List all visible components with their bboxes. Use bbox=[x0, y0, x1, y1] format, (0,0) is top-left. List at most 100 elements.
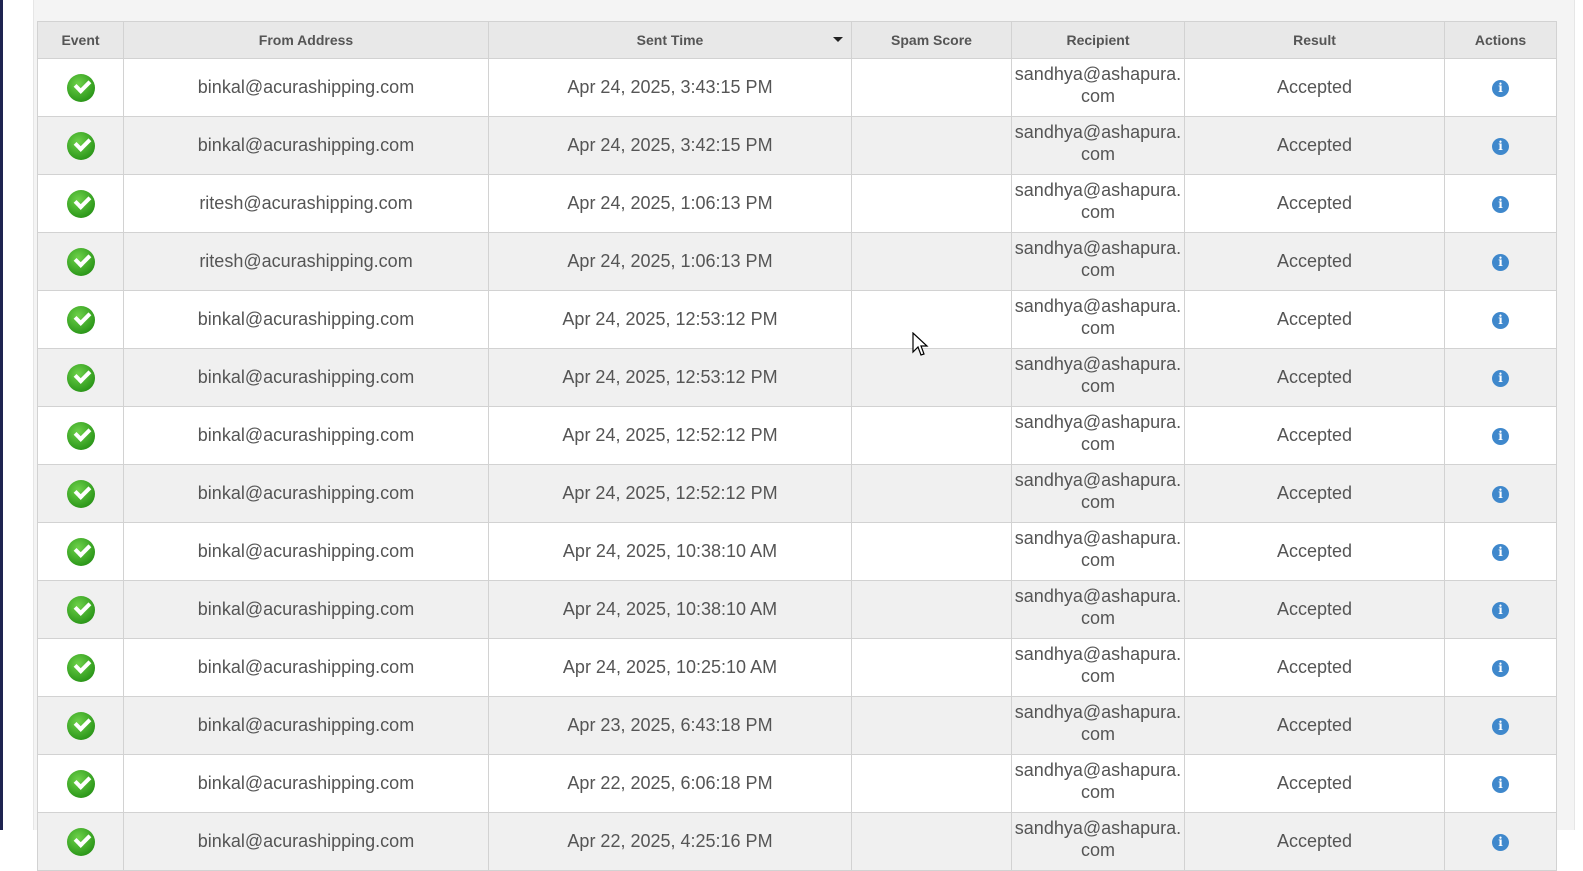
actions-cell: i bbox=[1444, 348, 1557, 407]
from-address-cell: binkal@acurashipping.com bbox=[123, 58, 489, 117]
spam-score-cell bbox=[851, 232, 1012, 291]
from-address-cell: binkal@acurashipping.com bbox=[123, 522, 489, 581]
info-icon[interactable]: i bbox=[1492, 427, 1509, 445]
spam-score-cell bbox=[851, 580, 1012, 639]
info-icon[interactable]: i bbox=[1492, 137, 1509, 155]
info-icon[interactable]: i bbox=[1492, 311, 1509, 329]
actions-cell: i bbox=[1444, 464, 1557, 523]
sent-time-cell: Apr 24, 2025, 12:52:12 PM bbox=[488, 406, 852, 465]
actions-cell: i bbox=[1444, 812, 1557, 871]
result-cell: Accepted bbox=[1184, 232, 1445, 291]
column-header-recipient[interactable]: Recipient bbox=[1011, 21, 1185, 59]
from-address-cell: binkal@acurashipping.com bbox=[123, 290, 489, 349]
event-cell bbox=[37, 406, 124, 465]
table-row[interactable]: binkal@acurashipping.com Apr 22, 2025, 6… bbox=[37, 754, 1557, 813]
table-row[interactable]: binkal@acurashipping.com Apr 24, 2025, 1… bbox=[37, 348, 1557, 407]
recipient-cell: sandhya@ashapura.com bbox=[1011, 522, 1185, 581]
result-cell: Accepted bbox=[1184, 348, 1445, 407]
table-row[interactable]: binkal@acurashipping.com Apr 22, 2025, 4… bbox=[37, 812, 1557, 871]
column-header-spam-score[interactable]: Spam Score bbox=[851, 21, 1012, 59]
column-header-actions: Actions bbox=[1444, 21, 1557, 59]
spam-score-cell bbox=[851, 754, 1012, 813]
actions-cell: i bbox=[1444, 174, 1557, 233]
event-cell bbox=[37, 754, 124, 813]
check-icon bbox=[66, 305, 95, 334]
table-row[interactable]: binkal@acurashipping.com Apr 24, 2025, 1… bbox=[37, 638, 1557, 697]
spam-score-cell bbox=[851, 638, 1012, 697]
from-address-cell: binkal@acurashipping.com bbox=[123, 638, 489, 697]
from-address-cell: binkal@acurashipping.com bbox=[123, 812, 489, 871]
actions-cell: i bbox=[1444, 638, 1557, 697]
recipient-cell: sandhya@ashapura.com bbox=[1011, 580, 1185, 639]
spam-score-cell bbox=[851, 812, 1012, 871]
mouse-cursor-icon bbox=[912, 332, 929, 356]
recipient-cell: sandhya@ashapura.com bbox=[1011, 754, 1185, 813]
sent-time-cell: Apr 24, 2025, 10:25:10 AM bbox=[488, 638, 852, 697]
column-header-sent-time[interactable]: Sent Time bbox=[488, 21, 852, 59]
sent-time-cell: Apr 23, 2025, 6:43:18 PM bbox=[488, 696, 852, 755]
sent-time-cell: Apr 24, 2025, 1:06:13 PM bbox=[488, 174, 852, 233]
sent-time-cell: Apr 24, 2025, 12:52:12 PM bbox=[488, 464, 852, 523]
from-address-cell: binkal@acurashipping.com bbox=[123, 406, 489, 465]
event-cell bbox=[37, 174, 124, 233]
table-row[interactable]: binkal@acurashipping.com Apr 24, 2025, 1… bbox=[37, 464, 1557, 523]
spam-score-cell bbox=[851, 406, 1012, 465]
table-row[interactable]: ritesh@acurashipping.com Apr 24, 2025, 1… bbox=[37, 174, 1557, 233]
actions-cell: i bbox=[1444, 696, 1557, 755]
from-address-cell: binkal@acurashipping.com bbox=[123, 696, 489, 755]
recipient-cell: sandhya@ashapura.com bbox=[1011, 232, 1185, 291]
table-row[interactable]: binkal@acurashipping.com Apr 24, 2025, 3… bbox=[37, 116, 1557, 175]
info-icon[interactable]: i bbox=[1492, 79, 1509, 97]
from-address-cell: binkal@acurashipping.com bbox=[123, 464, 489, 523]
table-row[interactable]: ritesh@acurashipping.com Apr 24, 2025, 1… bbox=[37, 232, 1557, 291]
column-header-event[interactable]: Event bbox=[37, 21, 124, 59]
info-icon[interactable]: i bbox=[1492, 601, 1509, 619]
from-address-cell: binkal@acurashipping.com bbox=[123, 754, 489, 813]
info-icon[interactable]: i bbox=[1492, 543, 1509, 561]
event-cell bbox=[37, 290, 124, 349]
sent-time-cell: Apr 24, 2025, 1:06:13 PM bbox=[488, 232, 852, 291]
actions-cell: i bbox=[1444, 406, 1557, 465]
result-cell: Accepted bbox=[1184, 406, 1445, 465]
left-nav-edge bbox=[0, 0, 3, 830]
check-icon bbox=[66, 653, 95, 682]
info-icon[interactable]: i bbox=[1492, 195, 1509, 213]
sent-time-cell: Apr 22, 2025, 4:25:16 PM bbox=[488, 812, 852, 871]
table-row[interactable]: binkal@acurashipping.com Apr 24, 2025, 3… bbox=[37, 58, 1557, 117]
actions-cell: i bbox=[1444, 580, 1557, 639]
table-row[interactable]: binkal@acurashipping.com Apr 24, 2025, 1… bbox=[37, 290, 1557, 349]
from-address-cell: binkal@acurashipping.com bbox=[123, 580, 489, 639]
from-address-cell: ritesh@acurashipping.com bbox=[123, 232, 489, 291]
table-row[interactable]: binkal@acurashipping.com Apr 24, 2025, 1… bbox=[37, 406, 1557, 465]
info-icon[interactable]: i bbox=[1492, 659, 1509, 677]
from-address-cell: ritesh@acurashipping.com bbox=[123, 174, 489, 233]
info-icon[interactable]: i bbox=[1492, 775, 1509, 793]
sent-time-cell: Apr 24, 2025, 10:38:10 AM bbox=[488, 580, 852, 639]
spam-score-cell bbox=[851, 522, 1012, 581]
sent-time-cell: Apr 24, 2025, 12:53:12 PM bbox=[488, 348, 852, 407]
event-cell bbox=[37, 812, 124, 871]
event-cell bbox=[37, 348, 124, 407]
result-cell: Accepted bbox=[1184, 174, 1445, 233]
sort-descending-icon[interactable] bbox=[833, 37, 843, 42]
info-icon[interactable]: i bbox=[1492, 485, 1509, 503]
result-cell: Accepted bbox=[1184, 638, 1445, 697]
info-icon[interactable]: i bbox=[1492, 717, 1509, 735]
spam-score-cell bbox=[851, 464, 1012, 523]
check-icon bbox=[66, 363, 95, 392]
table-row[interactable]: binkal@acurashipping.com Apr 23, 2025, 6… bbox=[37, 696, 1557, 755]
info-icon[interactable]: i bbox=[1492, 253, 1509, 271]
recipient-cell: sandhya@ashapura.com bbox=[1011, 174, 1185, 233]
check-icon bbox=[66, 247, 95, 276]
check-icon bbox=[66, 769, 95, 798]
info-icon[interactable]: i bbox=[1492, 369, 1509, 387]
column-header-from-address[interactable]: From Address bbox=[123, 21, 489, 59]
actions-cell: i bbox=[1444, 522, 1557, 581]
recipient-cell: sandhya@ashapura.com bbox=[1011, 116, 1185, 175]
info-icon[interactable]: i bbox=[1492, 833, 1509, 851]
table-row[interactable]: binkal@acurashipping.com Apr 24, 2025, 1… bbox=[37, 522, 1557, 581]
sent-time-cell: Apr 22, 2025, 6:06:18 PM bbox=[488, 754, 852, 813]
column-header-result[interactable]: Result bbox=[1184, 21, 1445, 59]
table-row[interactable]: binkal@acurashipping.com Apr 24, 2025, 1… bbox=[37, 580, 1557, 639]
spam-score-cell bbox=[851, 174, 1012, 233]
